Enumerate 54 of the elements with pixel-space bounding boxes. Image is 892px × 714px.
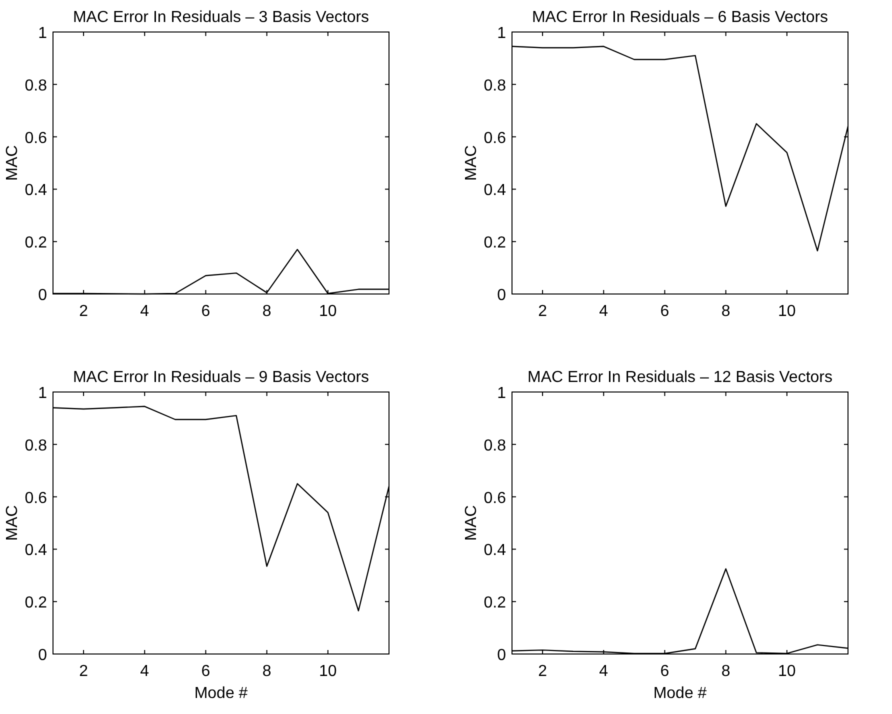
chart-title: MAC Error In Residuals – 12 Basis Vectors: [527, 369, 833, 386]
x-tick-label: 8: [262, 303, 272, 320]
x-tick-label: 6: [201, 303, 210, 320]
x-tick-label: 2: [538, 663, 548, 680]
x-tick-label: 8: [262, 663, 272, 680]
y-tick-label: 1: [38, 25, 48, 42]
y-tick-label: 0.8: [24, 437, 48, 454]
x-tick-label: 10: [319, 663, 337, 680]
x-tick-label: 6: [660, 303, 670, 320]
chart-title: MAC Error In Residuals – 3 Basis Vectors: [72, 9, 370, 26]
x-tick-label: 8: [721, 303, 730, 320]
x-axis-title: Mode #: [653, 685, 707, 702]
y-axis-title: MAC: [463, 145, 480, 181]
y-tick-label: 0.2: [24, 594, 48, 612]
y-tick-label: 1: [497, 25, 506, 42]
y-tick-label: 0.8: [24, 77, 48, 94]
x-tick-label: 4: [599, 663, 608, 680]
x-tick-label: 8: [721, 663, 730, 680]
y-tick-label: 1: [497, 385, 506, 402]
x-tick-label: 2: [79, 663, 88, 680]
x-tick-label: 4: [140, 303, 150, 320]
x-axis-title: Mode #: [194, 685, 248, 702]
y-tick-label: 0.6: [484, 490, 506, 507]
x-tick-label: 10: [778, 303, 796, 320]
y-tick-label: 0.4: [484, 542, 506, 560]
x-tick-label: 4: [140, 663, 150, 680]
y-axis-title: MAC: [4, 505, 21, 541]
y-tick-label: 0: [38, 647, 48, 664]
x-tick-label: 2: [538, 303, 548, 320]
y-tick-label: 0.2: [484, 594, 506, 612]
chart-title: MAC Error In Residuals – 6 Basis Vectors: [532, 9, 828, 26]
x-tick-label: 10: [319, 303, 337, 320]
x-tick-label: 10: [778, 663, 796, 680]
y-tick-label: 0: [38, 287, 48, 304]
y-tick-label: 0.6: [24, 130, 48, 147]
y-tick-label: 0.4: [484, 182, 506, 200]
y-tick-label: 0.2: [484, 234, 506, 252]
y-tick-label: 0.8: [484, 77, 506, 94]
chart-title: MAC Error In Residuals – 9 Basis Vectors: [72, 369, 370, 386]
x-tick-label: 2: [79, 303, 88, 320]
y-axis-title: MAC: [4, 145, 21, 181]
y-tick-label: 0.8: [484, 437, 506, 454]
x-tick-label: 6: [660, 663, 670, 680]
y-tick-label: 1: [38, 385, 48, 402]
y-tick-label: 0: [497, 287, 506, 304]
y-axis-title: MAC: [463, 505, 480, 541]
y-tick-label: 0.6: [484, 130, 506, 147]
y-tick-label: 0.6: [24, 490, 48, 507]
x-tick-label: 6: [201, 663, 210, 680]
y-tick-label: 0.4: [24, 542, 48, 560]
y-tick-label: 0: [497, 647, 506, 664]
y-tick-label: 0.2: [24, 234, 48, 252]
x-tick-label: 4: [599, 303, 608, 320]
y-tick-label: 0.4: [24, 182, 48, 200]
